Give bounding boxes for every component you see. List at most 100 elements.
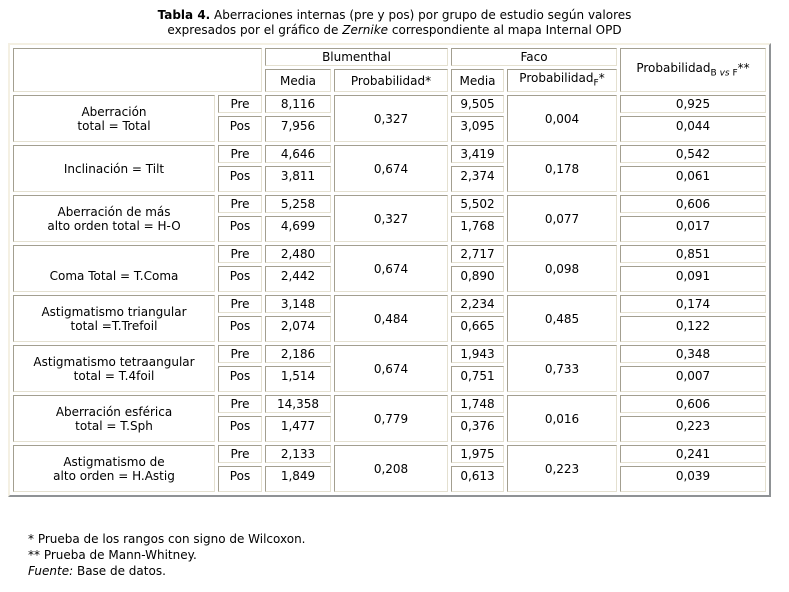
blumenthal-probability: 0,674: [334, 245, 448, 293]
table-title-line2-pre: expresados por el gráfico de: [167, 23, 343, 37]
table-row-pre: Coma Total = T.Coma Pre 2,480 0,674 2,71…: [13, 245, 766, 293]
table-title-zernike: Zernike: [342, 23, 389, 37]
phase-label-pre: Pre: [218, 295, 262, 314]
prob-b-asterisk: *: [425, 73, 432, 88]
phase-label-pos: Pos: [218, 416, 262, 443]
sub-vs: vs: [719, 67, 730, 78]
sub-b: B: [710, 67, 717, 78]
prob-bvsf-base: Probabilidad: [636, 60, 711, 75]
table-row-pos: Pos 7,956 3,095 0,044: [13, 116, 766, 143]
footnote-source-label: Fuente:: [28, 564, 74, 579]
table-title: Tabla 4. Aberraciones internas (pre y po…: [0, 0, 789, 38]
column-media-faco: Media: [451, 69, 504, 93]
prob-b-base: Probabilidad: [350, 73, 426, 88]
empty-header-cell: [13, 48, 262, 93]
table-title-line2: expresados por el gráfico de Zernike cor…: [0, 23, 789, 38]
probability-bvsf-pos: 0,039: [620, 466, 766, 493]
aberration-label: Aberración total = Total: [13, 95, 215, 143]
probability-bvsf-pre: 0,241: [620, 445, 766, 464]
faco-probability: 0,733: [507, 345, 617, 393]
table-row-pre: Inclinación = Tilt Pre 4,646 0,674 3,419…: [13, 145, 766, 193]
blumenthal-media-pos: 1,477: [265, 416, 331, 443]
blumenthal-probability: 0,327: [334, 195, 448, 243]
blumenthal-probability: 0,674: [334, 345, 448, 393]
table-row-pos: Pos 2,442 0,890 0,091: [13, 266, 766, 293]
prob-f-subscript: F: [593, 78, 599, 89]
table-row-pre: Astigmatismo triangular total =T.Trefoil…: [13, 295, 766, 343]
footnote-source-text: Base de datos.: [73, 564, 166, 579]
probability-bvsf-pos: 0,223: [620, 416, 766, 443]
aberration-label: Coma Total = T.Coma: [13, 245, 215, 293]
blumenthal-probability: 0,674: [334, 145, 448, 193]
probability-bvsf-pre: 0,606: [620, 395, 766, 414]
probability-bvsf-pre: 0,542: [620, 145, 766, 164]
column-probability-b-vs-f: ProbabilidadB vs F**: [620, 48, 766, 93]
table-title-line2-post: correspondiente al mapa Internal OPD: [388, 23, 622, 37]
sub-f: F: [732, 67, 738, 78]
faco-probability: 0,004: [507, 95, 617, 143]
table-row-pos: Pos 3,811 2,374 0,061: [13, 166, 766, 193]
table-row-pre: Aberración de más alto orden total = H-O…: [13, 195, 766, 243]
blumenthal-media-pos: 1,514: [265, 366, 331, 393]
probability-bvsf-pos: 0,091: [620, 266, 766, 293]
aberration-label: Aberración de más alto orden total = H-O: [13, 195, 215, 243]
blumenthal-probability: 0,779: [334, 395, 448, 443]
faco-probability: 0,178: [507, 145, 617, 193]
blumenthal-media-pre: 2,186: [265, 345, 331, 364]
probability-bvsf-pre: 0,174: [620, 295, 766, 314]
blumenthal-media-pos: 4,699: [265, 216, 331, 243]
aberration-label: Astigmatismo de alto orden = H.Astig: [13, 445, 215, 493]
phase-label-pre: Pre: [218, 245, 262, 264]
phase-label-pre: Pre: [218, 195, 262, 214]
faco-media-pos: 0,890: [451, 266, 504, 293]
faco-media-pos: 0,665: [451, 316, 504, 343]
blumenthal-media-pre: 3,148: [265, 295, 331, 314]
footnote-wilcoxon: * Prueba de los rangos con signo de Wilc…: [28, 532, 306, 547]
probability-bvsf-pos: 0,044: [620, 116, 766, 143]
footnote-source: Fuente: Base de datos.: [28, 563, 789, 579]
blumenthal-media-pre: 8,116: [265, 95, 331, 114]
aberration-label: Astigmatismo triangular total =T.Trefoil: [13, 295, 215, 343]
blumenthal-probability: 0,208: [334, 445, 448, 493]
phase-label-pos: Pos: [218, 166, 262, 193]
phase-label-pre: Pre: [218, 95, 262, 114]
table-row-pre: Astigmatismo tetraangular total = T.4foi…: [13, 345, 766, 393]
phase-label-pos: Pos: [218, 216, 262, 243]
faco-probability: 0,077: [507, 195, 617, 243]
table-row-pos: Pos 1,477 0,376 0,223: [13, 416, 766, 443]
faco-probability: 0,016: [507, 395, 617, 443]
table-row-pos: Pos 2,074 0,665 0,122: [13, 316, 766, 343]
blumenthal-media-pos: 3,811: [265, 166, 331, 193]
aberrations-table: Blumenthal Faco ProbabilidadB vs F** Med…: [8, 43, 771, 498]
probability-bvsf-pre: 0,925: [620, 95, 766, 114]
blumenthal-media-pre: 2,480: [265, 245, 331, 264]
faco-probability: 0,223: [507, 445, 617, 493]
faco-media-pre: 9,505: [451, 95, 504, 114]
phase-label-pre: Pre: [218, 445, 262, 464]
faco-media-pre: 2,717: [451, 245, 504, 264]
faco-probability: 0,485: [507, 295, 617, 343]
phase-label-pre: Pre: [218, 345, 262, 364]
faco-media-pos: 0,613: [451, 466, 504, 493]
blumenthal-media-pos: 7,956: [265, 116, 331, 143]
faco-probability: 0,098: [507, 245, 617, 293]
aberration-label: Astigmatismo tetraangular total = T.4foi…: [13, 345, 215, 393]
blumenthal-media-pos: 1,849: [265, 466, 331, 493]
column-media-blumenthal: Media: [265, 69, 331, 93]
faco-media-pos: 0,376: [451, 416, 504, 443]
phase-label-pos: Pos: [218, 466, 262, 493]
footnote-mann-whitney: ** Prueba de Mann-Whitney.: [28, 548, 197, 563]
blumenthal-probability: 0,484: [334, 295, 448, 343]
blumenthal-media-pos: 2,442: [265, 266, 331, 293]
table-title-line1: Tabla 4. Aberraciones internas (pre y po…: [0, 8, 789, 23]
column-group-blumenthal: Blumenthal: [265, 48, 448, 66]
faco-media-pre: 1,943: [451, 345, 504, 364]
phase-label-pre: Pre: [218, 145, 262, 164]
table-row-pos: Pos 4,699 1,768 0,017: [13, 216, 766, 243]
probability-bvsf-pre: 0,348: [620, 345, 766, 364]
blumenthal-media-pre: 14,358: [265, 395, 331, 414]
prob-f-base: Probabilidad: [519, 71, 594, 85]
table-number: Tabla 4.: [157, 8, 211, 22]
table-row-pre: Aberración esférica total = T.Sph Pre 14…: [13, 395, 766, 443]
